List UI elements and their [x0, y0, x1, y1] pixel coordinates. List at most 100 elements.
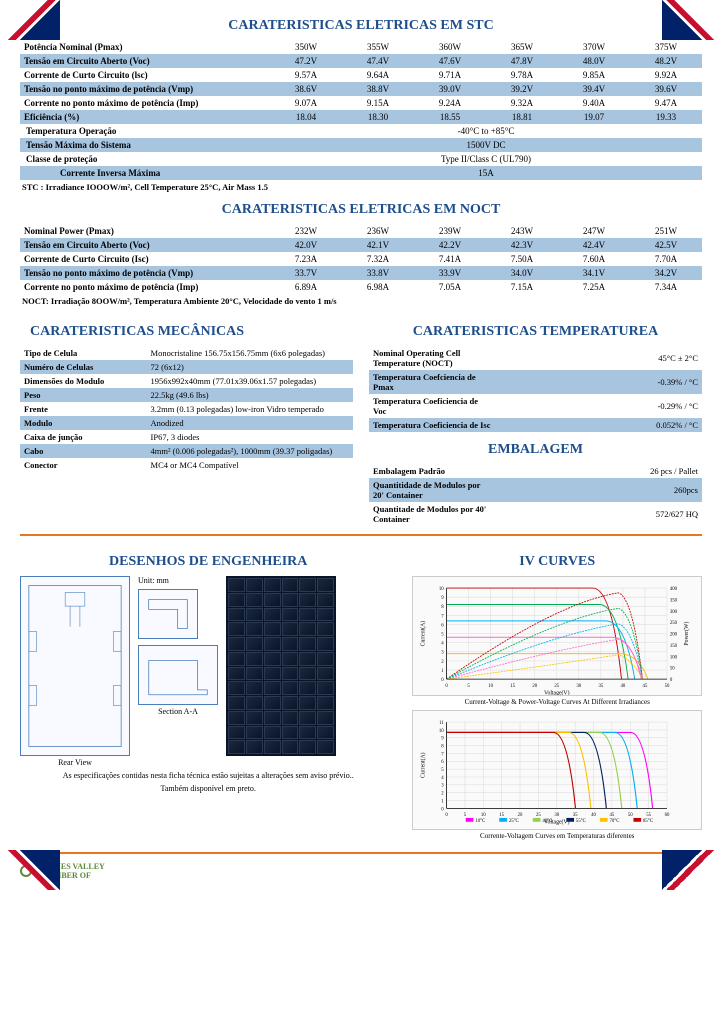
cell: 18.81 [486, 110, 558, 124]
svg-text:1: 1 [442, 799, 445, 804]
cell: 9.85A [558, 68, 630, 82]
drawings: Rear View Unit: mm Section A-A [20, 576, 396, 767]
row-label: Eficiência (%) [20, 110, 270, 124]
kv-key: Modulo [20, 416, 147, 430]
svg-text:85°C: 85°C [643, 819, 653, 824]
cell: 42.1V [342, 238, 414, 252]
unit-label: Unit: mm [138, 576, 218, 585]
cell: 9.32A [486, 96, 558, 110]
cell: 47.6V [414, 54, 486, 68]
svg-text:0: 0 [446, 684, 449, 689]
svg-text:0: 0 [446, 813, 449, 818]
cell: 1500V DC [270, 138, 702, 152]
svg-text:10: 10 [439, 587, 444, 592]
svg-text:2: 2 [442, 660, 445, 665]
svg-text:350: 350 [670, 598, 678, 603]
svg-text:Current(A): Current(A) [420, 752, 427, 778]
cell: 9.71A [414, 68, 486, 82]
svg-text:30: 30 [555, 813, 560, 818]
row-label: Tensão em Circuito Aberto (Voc) [20, 238, 270, 252]
row-label: Potência Nominal (Pmax) [20, 40, 270, 54]
pack-table: Embalagem Padrão26 pcs / PalletQuantitid… [369, 464, 702, 526]
kv-key: Tipo de Celula [20, 346, 147, 360]
divider [20, 852, 702, 854]
kv-val: 26 pcs / Pallet [496, 464, 702, 478]
svg-text:8: 8 [442, 605, 445, 610]
svg-text:5: 5 [442, 768, 445, 773]
flag-corner [0, 0, 60, 40]
drawings-title: DESENHOS DE ENGENHEIRA [20, 554, 396, 570]
svg-text:25: 25 [536, 813, 541, 818]
cell: 7.50A [486, 252, 558, 266]
flag-corner [662, 0, 722, 40]
kv-key: Numéro de Celulas [20, 360, 147, 374]
kv-val: -0.39% / °C [496, 370, 702, 394]
cell: 48.0V [558, 54, 630, 68]
kv-val: MC4 or MC4 Compatível [147, 458, 353, 472]
svg-text:70°C: 70°C [610, 819, 620, 824]
cell: Type II/Class C (UL790) [270, 152, 702, 166]
noct-table: Nominal Power (Pmax)232W236W239W243W247W… [20, 224, 702, 294]
kv-val: 1956x992x40mm (77.01x39.06x1.57 polegada… [147, 374, 353, 388]
kv-val: 3.2mm (0.13 polegadas) low-iron Vidro te… [147, 402, 353, 416]
cell: 7.41A [414, 252, 486, 266]
cell: 19.33 [630, 110, 702, 124]
iv-chart-2: 05101520253035404550556001234567891011Vo… [412, 710, 702, 830]
kv-key: Peso [20, 388, 147, 402]
cell: 7.25A [558, 280, 630, 294]
kv-key: Quantitidade de Modulos por 20' Containe… [369, 478, 496, 502]
svg-text:8: 8 [442, 745, 445, 750]
kv-val: -0.29% / °C [496, 394, 702, 418]
row-label: Tensão em Circuito Aberto (Voc) [20, 54, 270, 68]
cell: 42.5V [630, 238, 702, 252]
mech-table: Tipo de CelulaMonocristaline 156.75x156.… [20, 346, 353, 472]
kv-key: Cabo [20, 444, 147, 458]
kv-key: Temperatura Coeficiencia de Voc [369, 394, 496, 418]
cell: 42.2V [414, 238, 486, 252]
cell: 7.23A [270, 252, 342, 266]
cell: 34.1V [558, 266, 630, 280]
cell: 47.4V [342, 54, 414, 68]
svg-text:Power(W): Power(W) [684, 622, 691, 646]
svg-text:20: 20 [518, 813, 523, 818]
kv-val: 0.052% / °C [496, 418, 702, 432]
cell: 39.4V [558, 82, 630, 96]
svg-text:6: 6 [442, 760, 445, 765]
svg-text:55°C: 55°C [576, 819, 586, 824]
svg-text:10: 10 [489, 684, 494, 689]
svg-text:15: 15 [500, 813, 505, 818]
svg-text:10°C: 10°C [476, 819, 486, 824]
cell: 39.2V [486, 82, 558, 96]
iv-chart-1: 0510152025303540455001234567891005010015… [412, 576, 702, 696]
cell: 39.6V [630, 82, 702, 96]
cell: 47.8V [486, 54, 558, 68]
two-col: CARATERISTICAS MECÂNICAS Tipo de CelulaM… [20, 314, 702, 526]
svg-text:3: 3 [442, 651, 445, 656]
kv-key: Embalagem Padrão [369, 464, 496, 478]
svg-text:40°C: 40°C [543, 819, 553, 824]
kv-key: Dimensões do Modulo [20, 374, 147, 388]
svg-text:250: 250 [670, 621, 678, 626]
mech-col: CARATERISTICAS MECÂNICAS Tipo de CelulaM… [20, 314, 353, 526]
cell: 7.60A [558, 252, 630, 266]
cell: 42.0V [270, 238, 342, 252]
temp-col: CARATERISTICAS TEMPERATUREA Nominal Oper… [369, 314, 702, 526]
section-view: Unit: mm Section A-A [138, 576, 218, 716]
chart2-caption: Corrente-Voltagem Curves em Temperaturas… [412, 832, 702, 840]
kv-key: Frente [20, 402, 147, 416]
svg-text:45: 45 [610, 813, 615, 818]
cell: 18.30 [342, 110, 414, 124]
cell: 355W [342, 40, 414, 54]
cell: 33.9V [414, 266, 486, 280]
svg-text:6: 6 [442, 623, 445, 628]
cell: 33.8V [342, 266, 414, 280]
cell: 365W [486, 40, 558, 54]
stc-title: CARATERISTICAS ELETRICAS EM STC [20, 18, 702, 34]
kv-val: 22.5kg (49.6 lbs) [147, 388, 353, 402]
flag-corner [662, 850, 722, 890]
row-label: Tensão Máxima do Sistema [20, 138, 270, 152]
svg-text:25: 25 [555, 684, 560, 689]
rear-label: Rear View [20, 758, 130, 767]
svg-text:4: 4 [442, 642, 445, 647]
cell: 9.15A [342, 96, 414, 110]
